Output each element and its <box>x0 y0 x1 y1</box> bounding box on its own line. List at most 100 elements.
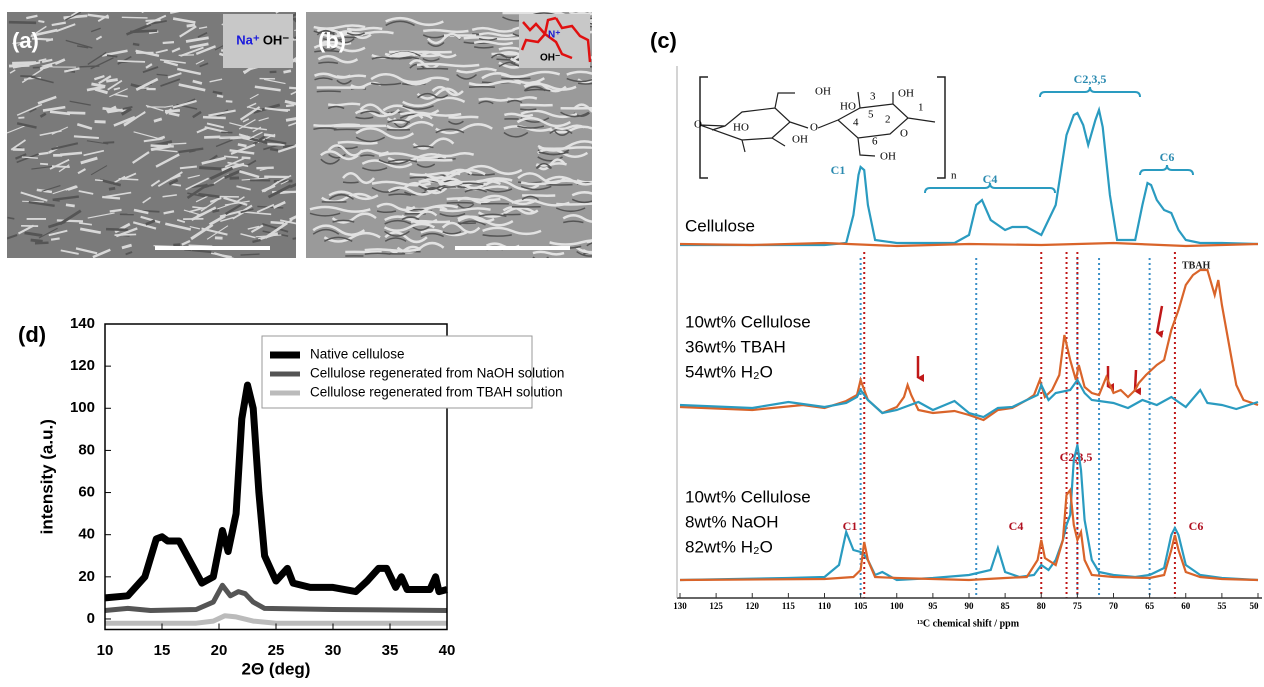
sem-streak <box>199 168 224 169</box>
sem-streak <box>119 179 139 180</box>
peak-label: C4 <box>983 172 998 186</box>
spectrum <box>680 243 1258 246</box>
sem-streak <box>122 17 148 18</box>
sem-streak <box>295 15 306 21</box>
x-tick-label: 90 <box>965 601 975 611</box>
sem-streak <box>109 188 115 189</box>
structure-label: O <box>900 128 908 140</box>
peak-label: C2,3,5 <box>1074 72 1107 86</box>
sem-shadow <box>520 109 536 110</box>
sem-streak <box>106 229 128 230</box>
sem-streak <box>270 149 278 150</box>
structure-label: 2 <box>885 114 891 126</box>
sem-streak <box>168 143 186 144</box>
sample-label: 54wt% H₂O <box>685 362 773 381</box>
legend-label: Cellulose regenerated from NaOH solution <box>310 366 564 381</box>
sem-streak <box>35 243 49 244</box>
structure-label: HO <box>733 122 749 134</box>
arrow <box>1157 306 1162 333</box>
y-axis-title: intensity (a.u.) <box>37 419 56 534</box>
sample-label: 82wt% H₂O <box>685 537 773 556</box>
sem-streak <box>38 153 49 154</box>
x-tick-label: 30 <box>325 642 342 659</box>
sample-label: 10wt% Cellulose <box>685 312 811 331</box>
inset-text: Na⁺ <box>236 32 260 47</box>
structure-label: O <box>694 119 702 131</box>
sem-streak <box>173 245 180 246</box>
peak-label: C4 <box>1009 519 1024 533</box>
x-tick-label: 125 <box>709 601 723 611</box>
sem-streak <box>107 55 117 56</box>
sem-streak <box>51 238 60 239</box>
x-tick-label: 75 <box>1073 601 1083 611</box>
sem-shadow <box>334 129 360 130</box>
x-tick-label: 120 <box>746 601 760 611</box>
y-tick-label: 120 <box>70 357 95 374</box>
sample-label: 36wt% TBAH <box>685 337 786 356</box>
structure-label: HO <box>840 101 856 113</box>
sample-label: 8wt% NaOH <box>685 512 779 531</box>
sem-ridge <box>411 221 450 222</box>
structure-label: n <box>951 170 957 182</box>
sem-ridge <box>539 147 599 148</box>
sem-streak <box>53 200 59 201</box>
inset-text: OH⁻ <box>263 32 290 47</box>
y-tick-label: 100 <box>70 399 95 416</box>
sem-ridge <box>587 241 649 242</box>
structure-label: OH <box>898 88 914 100</box>
y-tick-label: 20 <box>78 568 95 585</box>
sem-streak <box>142 9 149 13</box>
sem-streak <box>283 71 290 72</box>
structure-label: OH <box>815 86 831 98</box>
sem-streak <box>212 210 219 211</box>
x-tick-label: 70 <box>1109 601 1119 611</box>
structure-label: OH <box>880 151 896 163</box>
structure-label: OH <box>792 134 808 146</box>
x-tick-label: 15 <box>154 642 171 659</box>
sem-ridge <box>365 249 416 250</box>
y-tick-label: 60 <box>78 484 95 501</box>
sem-shadow <box>417 68 448 69</box>
sem-ridge <box>448 117 478 118</box>
sem-streak <box>102 197 120 198</box>
sem-shadow <box>343 182 359 183</box>
x-axis-title: ¹³C chemical shift / ppm <box>917 618 1020 629</box>
sem-streak <box>106 80 118 82</box>
structure-label: 6 <box>872 136 878 148</box>
sem-streak <box>67 113 85 114</box>
x-tick-label: 110 <box>818 601 832 611</box>
x-tick-label: 50 <box>1250 601 1260 611</box>
sem-shadow <box>360 155 374 156</box>
sem-streak <box>187 25 195 26</box>
sem-streak <box>103 142 114 143</box>
x-tick-label: 80 <box>1037 601 1047 611</box>
spectrum <box>680 380 1258 417</box>
sem-ridge <box>313 125 359 126</box>
sem-streak <box>133 44 139 45</box>
x-tick-label: 20 <box>211 642 228 659</box>
sem-streak <box>95 180 103 181</box>
x-tick-label: 55 <box>1217 601 1227 611</box>
structure-label: 4 <box>853 117 859 129</box>
sem-streak <box>267 144 284 145</box>
x-tick-label: 100 <box>890 601 904 611</box>
sem-streak <box>217 96 223 97</box>
sem-streak <box>118 61 146 62</box>
sample-label: Cellulose <box>685 216 755 235</box>
x-tick-label: 95 <box>928 601 938 611</box>
sem-ridge <box>328 104 360 106</box>
panel-label: (d) <box>18 322 46 347</box>
x-tick-label: 60 <box>1181 601 1191 611</box>
panel-label: (a) <box>12 28 39 53</box>
sem-streak <box>204 137 220 138</box>
x-tick-label: 40 <box>439 642 456 659</box>
sem-shadow <box>592 146 624 148</box>
peak-label: C1 <box>843 519 858 533</box>
peak-labels: C1 C4 C2,3,5 C6 TBAH C2,3,5 C1 C4 C6 <box>831 72 1211 533</box>
structure-label: O <box>810 122 818 134</box>
data-line <box>105 616 447 623</box>
sem-streak <box>203 117 226 118</box>
sem-streak <box>66 205 75 206</box>
x-tick-label: 10 <box>97 642 114 659</box>
